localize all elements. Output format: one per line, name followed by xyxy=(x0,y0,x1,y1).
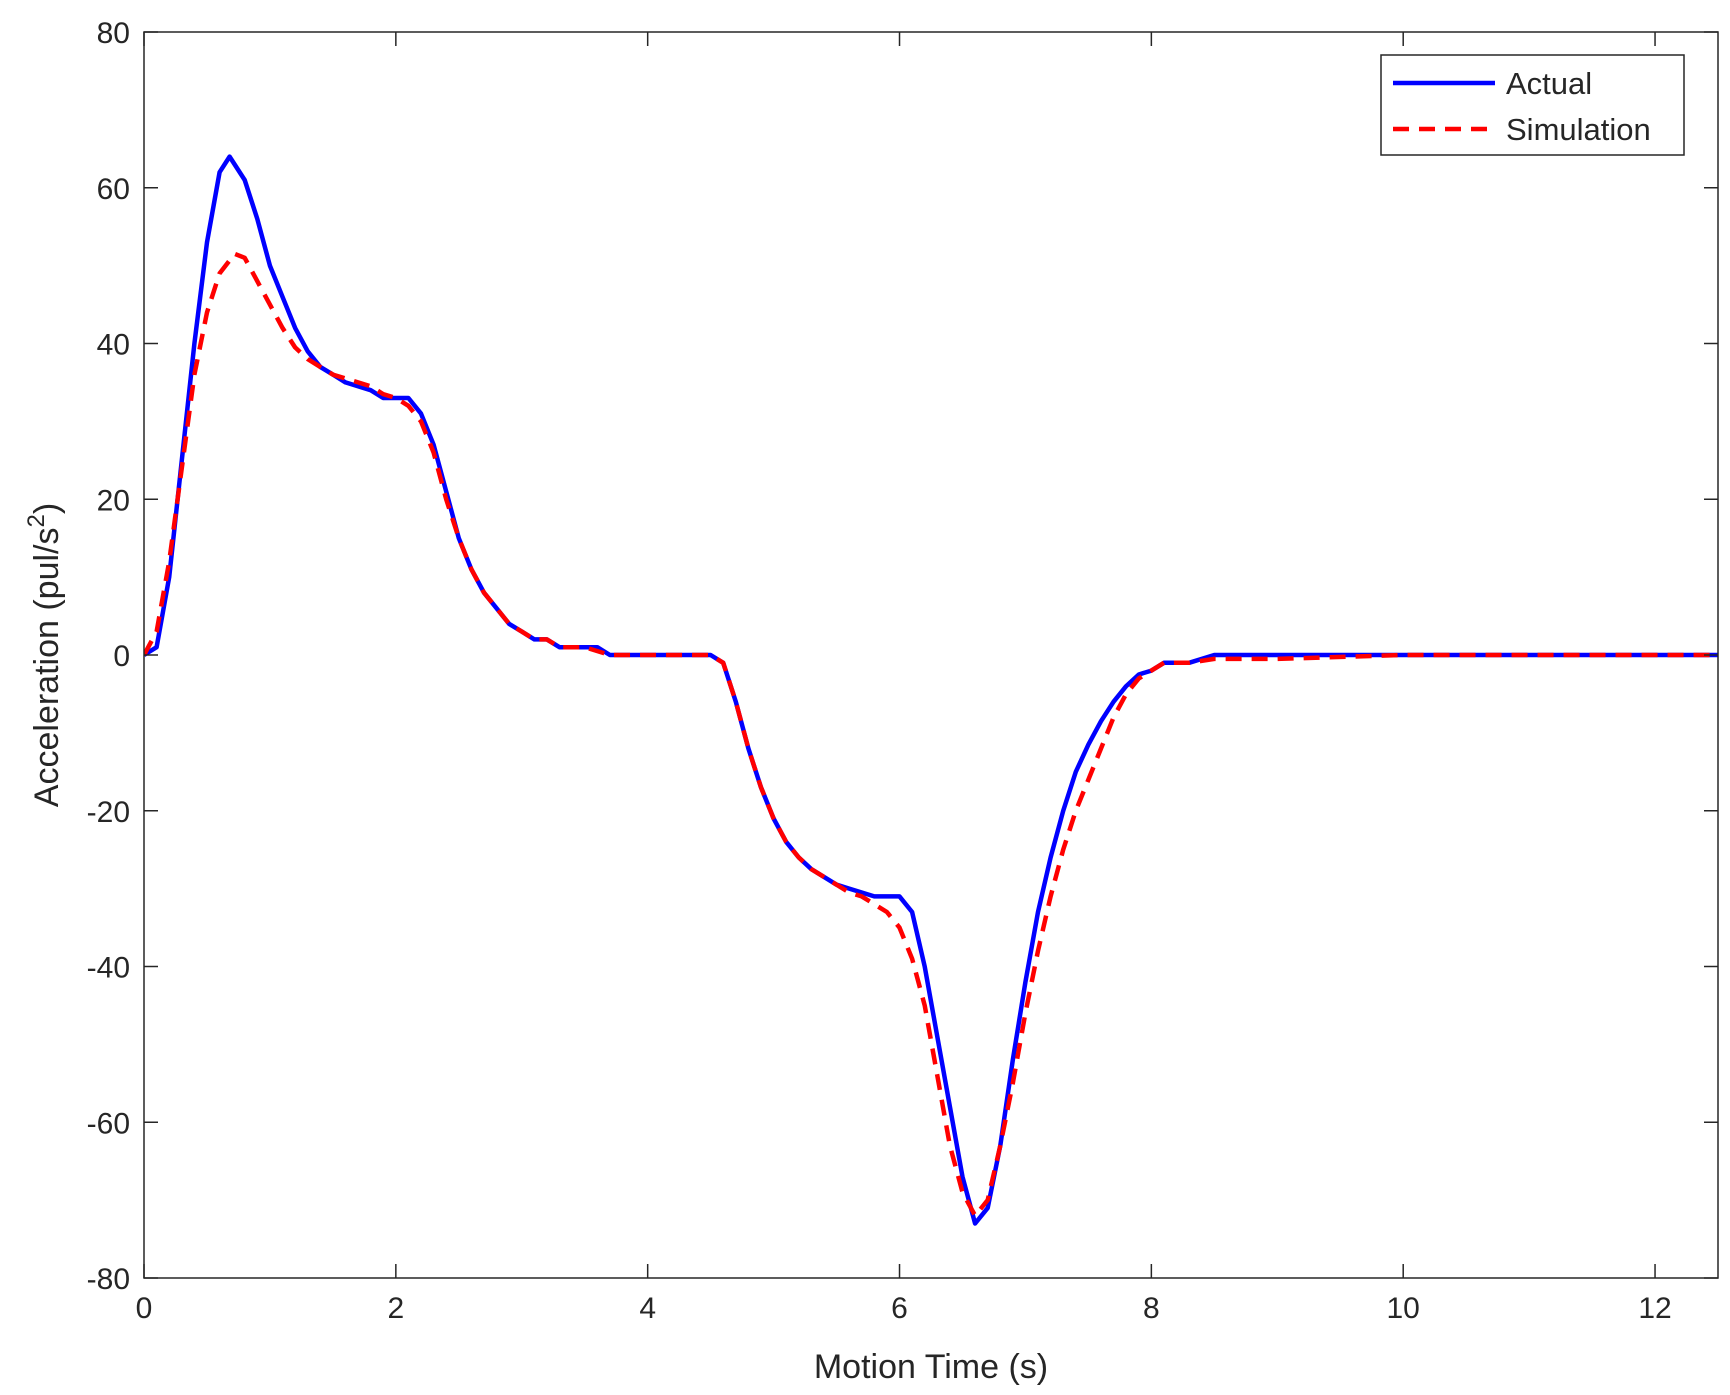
y-tick-label: 60 xyxy=(97,173,130,206)
y-tick-label: -60 xyxy=(87,1107,130,1140)
x-tick-label: 8 xyxy=(1143,1292,1160,1325)
x-tick-label: 0 xyxy=(136,1292,153,1325)
y-axis-title: Acceleration (pul/s2) xyxy=(23,503,66,807)
y-axis-title-superscript: 2 xyxy=(23,514,50,527)
x-tick-label: 10 xyxy=(1387,1292,1420,1325)
y-tick-label: 40 xyxy=(97,329,130,362)
series-line-simulation xyxy=(144,251,1718,1218)
y-tick-label: -40 xyxy=(87,952,130,985)
x-axis-title: Motion Time (s) xyxy=(814,1348,1048,1386)
y-tick-label: 0 xyxy=(113,640,130,673)
legend-label-simulation: Simulation xyxy=(1506,112,1651,147)
x-tick-label: 6 xyxy=(891,1292,908,1325)
y-axis-title-main: Acceleration (pul/s xyxy=(28,528,66,808)
y-tick-label: -80 xyxy=(87,1263,130,1296)
y-tick-label: 80 xyxy=(97,17,130,50)
legend-box xyxy=(1380,54,1685,156)
x-tick-label: 12 xyxy=(1638,1292,1671,1325)
legend-label-actual: Actual xyxy=(1506,66,1592,101)
x-tick-label: 2 xyxy=(387,1292,404,1325)
plot-area xyxy=(144,154,1718,1226)
x-tick-label: 4 xyxy=(639,1292,656,1325)
y-tick-label: 20 xyxy=(97,484,130,517)
axes: 0 2 4 6 8 10 12 -80 -60 -40 -20 0 20 40 60 80 xyxy=(87,17,1719,1325)
y-tick-label: -20 xyxy=(87,796,130,829)
legend: Actual Simulation xyxy=(1380,54,1685,156)
y-axis-title-end: ) xyxy=(28,503,66,514)
series-line-actual xyxy=(144,154,1718,1226)
